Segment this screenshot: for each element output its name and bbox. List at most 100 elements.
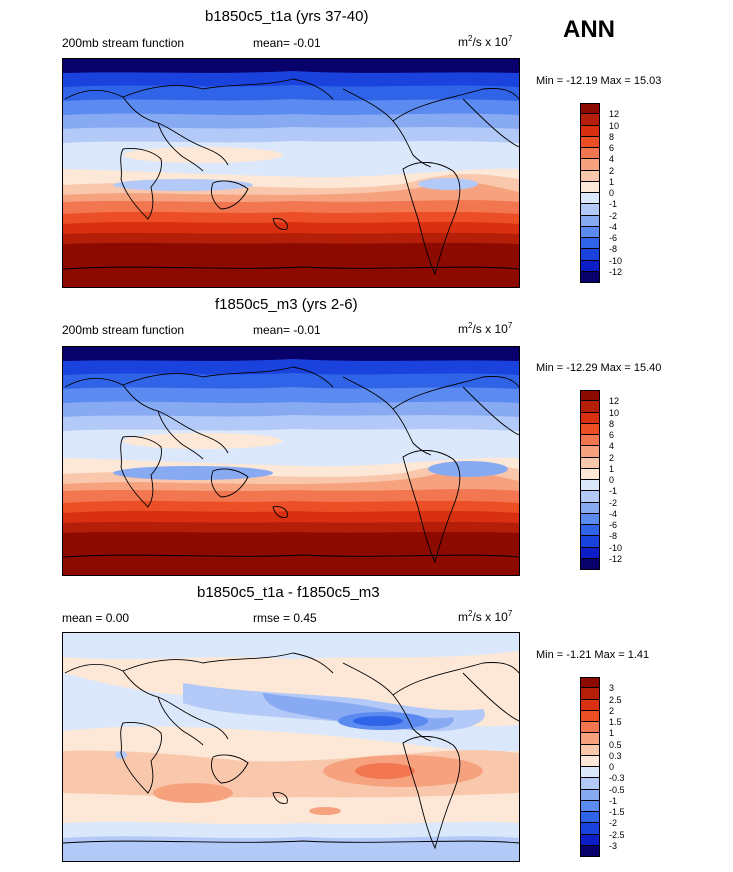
panel-2-minmax: Min = -12.29 Max = 15.40 — [536, 362, 661, 374]
panel-1-max-value: 15.03 — [633, 75, 662, 87]
season-label: ANN — [563, 16, 615, 43]
panel-3-units-sup: 2 — [468, 609, 473, 618]
panel-1-mean-label: mean= — [253, 36, 291, 50]
colorbar-cell — [580, 204, 600, 216]
coastlines — [63, 652, 519, 850]
colorbar-tick-label: 4 — [609, 441, 615, 452]
colorbar-cell — [580, 401, 600, 413]
colorbar-tick-label: -4 — [609, 221, 618, 232]
panel-3-max-value: 1.41 — [627, 649, 650, 661]
coastlines — [63, 78, 519, 276]
panel-1-colorbar-frame — [580, 103, 600, 283]
colorbar-tick-label: 2.5 — [609, 694, 622, 705]
colorbar-cell — [580, 103, 600, 115]
panel-2-units-exp: 7 — [507, 321, 513, 330]
cell-africa-negative — [115, 751, 127, 759]
panel-3-max-label: Max = — [594, 649, 625, 661]
panel-1-minmax: Min = -12.19 Max = 15.03 — [536, 75, 661, 87]
colorbar-cell — [580, 390, 600, 402]
colorbar-cell — [580, 215, 600, 227]
panel-3-mean: mean = 0.00 — [62, 611, 129, 625]
cell-tropical-low-east — [428, 461, 508, 477]
colorbar-cell — [580, 226, 600, 238]
colorbar-cell — [580, 249, 600, 261]
colorbar-cell — [580, 491, 600, 503]
colorbar-tick-label: -10 — [609, 255, 623, 266]
colorbar-cell — [580, 136, 600, 148]
colorbar-cell — [580, 677, 600, 689]
panel-2-contour-svg — [63, 347, 519, 575]
panel-3-min-value: -1.21 — [566, 649, 592, 661]
panel-1-units-mid: /s x 10 — [472, 35, 508, 49]
panel-2-units: m2/s x 107 — [458, 321, 512, 336]
panel-1-title: b1850c5_t1a (yrs 37-40) — [205, 8, 369, 25]
panel-3-units: m2/s x 107 — [458, 609, 512, 624]
colorbar-tick-label: -1.5 — [609, 807, 625, 817]
cell-tropical-high-west — [123, 147, 283, 163]
colorbar-tick-label: -2.5 — [609, 829, 625, 840]
colorbar-tick-label: 3 — [609, 683, 615, 694]
colorbar-tick-label: -0.5 — [609, 784, 625, 795]
colorbar-tick-label: 10 — [609, 120, 620, 131]
panel-1-units-exp: 7 — [507, 34, 513, 43]
panel-1-mean: mean= -0.01 — [253, 36, 321, 50]
colorbar-tick-label: -2 — [609, 818, 618, 829]
panel-3-units-mid: /s x 10 — [472, 610, 508, 624]
band-m2 — [353, 716, 403, 726]
colorbar-cell — [580, 125, 600, 137]
colorbar-tick-label: -6 — [609, 520, 618, 530]
panel-3-mean-label: mean = — [62, 611, 103, 625]
colorbar-cell — [580, 435, 600, 447]
colorbar-tick-label: -1 — [609, 795, 618, 806]
panel-2-colorbar-frame — [580, 390, 600, 570]
colorbar-cell — [580, 800, 600, 812]
colorbar-tick-label: -10 — [609, 542, 623, 553]
band-1 — [355, 763, 415, 779]
band-m03-north — [63, 633, 519, 659]
panel-2-variable-label: 200mb stream function — [62, 323, 185, 337]
colorbar-tick-label: -12 — [609, 266, 623, 277]
panel-2-mean: mean= -0.01 — [253, 323, 321, 337]
panel-1-units-sup: 2 — [468, 34, 473, 43]
cell-tropical-low-west — [113, 466, 273, 480]
colorbar-tick-label: -1 — [609, 486, 618, 497]
band-m12 — [63, 347, 519, 361]
band-05-south — [309, 807, 341, 815]
colorbar-cell — [580, 834, 600, 846]
colorbar-tick-label: -12 — [609, 553, 623, 564]
panel-2-max-value: 15.40 — [633, 362, 662, 374]
colorbar-cell — [580, 778, 600, 790]
colorbar-cell — [580, 446, 600, 458]
panel-1-map — [62, 58, 520, 288]
coastlines — [63, 366, 519, 564]
panel-3-rmse-label: rmse = — [253, 611, 291, 625]
panel-2-map — [62, 346, 520, 576]
colorbar-cell — [580, 755, 600, 767]
colorbar-cell — [580, 423, 600, 435]
colorbar-tick-label: 1.5 — [609, 717, 622, 727]
colorbar-cell — [580, 767, 600, 779]
colorbar-cell — [580, 193, 600, 205]
colorbar-tick-label: -2 — [609, 497, 618, 508]
panel-1-min-value: -12.19 — [566, 75, 598, 87]
band-m05-south — [63, 836, 519, 861]
colorbar-tick-label: 0.3 — [609, 750, 622, 761]
colorbar-cell — [580, 412, 600, 424]
colorbar-tick-label: -4 — [609, 508, 618, 519]
colorbar-tick-label: 1 — [609, 176, 615, 187]
colorbar-tick-label: -0.3 — [609, 773, 625, 784]
panel-2-colorbar — [580, 390, 600, 570]
colorbar-tick-label: 0 — [609, 762, 615, 772]
colorbar-tick-label: 0.5 — [609, 739, 622, 750]
panel-3-minmax: Min = -1.21 Max = 1.41 — [536, 649, 649, 661]
panel-1-min-label: Min = — [536, 75, 564, 87]
panel-1-units-main: m — [458, 35, 468, 49]
panel-1-max-label: Max = — [600, 75, 631, 87]
colorbar-tick-label: 8 — [609, 131, 615, 142]
colorbar-cell — [580, 513, 600, 525]
panel-3-colorbar — [580, 677, 600, 857]
panel-3-map — [62, 632, 520, 862]
colorbar-tick-label: 2 — [609, 452, 615, 463]
colorbar-tick-label: -8 — [609, 531, 618, 542]
colorbar-tick-label: 4 — [609, 154, 615, 165]
